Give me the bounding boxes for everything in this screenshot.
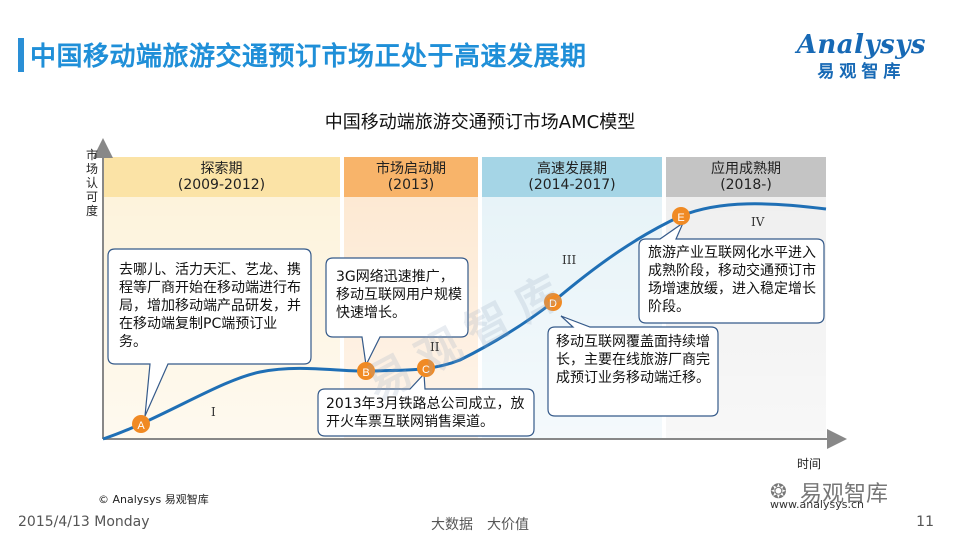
svg-text:B: B — [362, 367, 369, 379]
callout-d-text: 移动互联网覆盖面持续增长，主要在线旅游厂商完成预订业务移动端迁移。 — [556, 334, 710, 386]
wechat-icon: ❂ — [770, 479, 787, 503]
brand-logo-subtext: 易观智库 — [817, 62, 906, 82]
footer-slogan: 大数据 大价值 — [431, 517, 529, 533]
callout-e-text: 旅游产业互联网化水平进入成熟阶段，移动交通预订市场增速放缓，进入稳定增长阶段。 — [648, 245, 816, 315]
phase-period-exploration: (2009-2012) — [177, 177, 266, 193]
website-url[interactable]: www.analysys.cn — [770, 498, 864, 511]
stage-numeral-1: I — [211, 405, 216, 419]
callout-b-box — [325, 257, 469, 367]
x-axis-label: 时间 — [797, 457, 822, 471]
stage-numeral-2: II — [430, 340, 440, 354]
phase-period-growth: (2014-2017) — [528, 177, 616, 193]
point-b: B — [357, 362, 375, 380]
brand-logo: Analysys 易观智库 — [797, 30, 926, 82]
svg-text:A: A — [137, 420, 145, 432]
callout-d-box — [547, 315, 719, 417]
phase-name-exploration: 探索期 — [200, 161, 243, 177]
copyright-notice: © Analysys 易观智库 — [98, 493, 209, 506]
phase-name-launch: 市场启动期 — [376, 161, 446, 177]
callout-c-text: 2013年3月铁路总公司成立，放开火车票互联网销售渠道。 — [326, 396, 525, 430]
phase-name-maturity: 应用成熟期 — [711, 161, 781, 177]
page-title: 中国移动端旅游交通预订市场正处于高速发展期 — [30, 42, 587, 72]
phase-name-growth: 高速发展期 — [537, 161, 607, 177]
svg-text:D: D — [549, 298, 557, 310]
callout-a-box — [107, 248, 312, 417]
phase-band-launch — [344, 157, 478, 197]
point-d: D — [544, 293, 562, 311]
callout-c-box — [317, 372, 535, 437]
brand-logo-text: Analysys — [796, 30, 926, 60]
phase-band-growth — [482, 157, 662, 197]
stage-numeral-4: IV — [751, 215, 765, 229]
phase-band-exploration — [103, 157, 340, 197]
svg-text:C: C — [422, 364, 430, 376]
title-accent-bar — [18, 38, 24, 72]
phase-band-maturity — [666, 157, 826, 197]
y-axis-label: 市场认可度 — [86, 148, 99, 218]
callout-a-text: 去哪儿、活力天汇、艺龙、携程等厂商开始在移动端进行布局，增加移动端产品研发，并在… — [119, 262, 301, 350]
point-c: C — [417, 359, 435, 377]
callout-b-text: 3G网络迅速推广，移动互联网用户规模快速增长。 — [336, 269, 462, 321]
svg-text:E: E — [677, 212, 684, 224]
wechat-label: 易观智库 — [800, 482, 889, 507]
page-number: 11 — [916, 514, 934, 530]
stage-numeral-3: III — [562, 253, 577, 267]
point-a: A — [132, 415, 150, 433]
footer-date: 2015/4/13 Monday — [18, 514, 150, 530]
callout-e-box — [638, 221, 825, 324]
point-e: E — [672, 207, 690, 225]
phase-period-maturity: (2018-) — [720, 177, 772, 193]
phase-period-launch: (2013) — [387, 177, 435, 193]
diagram-title: 中国移动端旅游交通预订市场AMC模型 — [324, 112, 636, 133]
